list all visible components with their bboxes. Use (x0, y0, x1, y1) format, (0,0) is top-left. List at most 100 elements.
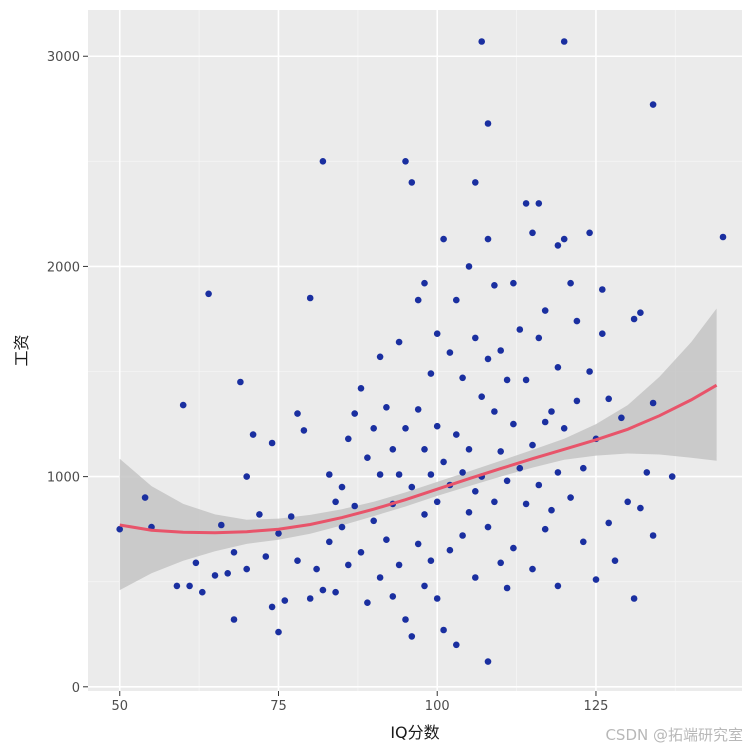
data-point (306, 595, 314, 602)
data-point (605, 395, 612, 403)
data-point (294, 557, 301, 564)
data-point (218, 521, 225, 529)
data-point (376, 574, 384, 581)
data-point (459, 532, 466, 539)
data-point (522, 500, 530, 508)
data-point (611, 557, 619, 564)
x-tick-label: 125 (584, 699, 609, 714)
data-point (630, 315, 638, 323)
data-point (586, 229, 593, 237)
data-point (548, 408, 555, 415)
data-point (541, 525, 549, 533)
data-point (357, 385, 365, 392)
y-tick-label: 1000 (47, 471, 80, 486)
data-point (580, 464, 587, 472)
data-point (287, 513, 295, 520)
data-point (535, 200, 543, 207)
data-point (484, 120, 492, 127)
data-point (433, 422, 441, 430)
data-point (268, 439, 276, 447)
data-point (630, 595, 638, 602)
data-point (433, 498, 441, 506)
data-point (668, 473, 676, 480)
data-point (503, 584, 511, 592)
data-point (408, 633, 416, 640)
x-axis-title: IQ分数 (390, 723, 439, 742)
data-point (529, 565, 536, 573)
data-point (522, 200, 530, 207)
data-point (599, 330, 606, 338)
data-point (484, 355, 492, 363)
data-point (535, 481, 543, 489)
data-point (249, 431, 257, 438)
data-point (306, 294, 314, 302)
data-point (554, 582, 562, 590)
data-point (624, 498, 631, 506)
data-point (427, 557, 435, 564)
data-point (497, 448, 505, 455)
data-point (472, 334, 479, 342)
data-point (459, 469, 466, 476)
data-point (395, 561, 403, 569)
data-point (338, 523, 346, 531)
data-point (332, 588, 339, 596)
data-point (649, 532, 657, 539)
data-point (332, 498, 339, 506)
data-point (402, 425, 409, 432)
data-point (345, 435, 352, 443)
data-point (586, 368, 593, 375)
data-point (453, 296, 460, 304)
data-point (275, 628, 282, 636)
data-point (370, 425, 378, 432)
data-point (560, 425, 568, 432)
data-point (395, 338, 403, 346)
data-point (491, 282, 498, 289)
data-point (230, 616, 238, 623)
data-point (338, 483, 346, 491)
data-point (592, 576, 600, 583)
data-point (643, 469, 651, 476)
data-point (414, 406, 422, 413)
data-point (446, 546, 454, 554)
data-point (580, 538, 587, 546)
data-point (402, 616, 409, 623)
smooth-curve (119, 383, 718, 535)
data-point (364, 599, 371, 606)
data-point (554, 242, 562, 249)
data-point (402, 158, 409, 165)
y-axis-title: 工资 (12, 334, 31, 366)
data-point (618, 414, 625, 422)
data-point (433, 330, 441, 338)
data-point (472, 179, 479, 186)
data-point (567, 494, 574, 501)
data-point (529, 441, 536, 449)
data-point (370, 517, 378, 525)
data-point (421, 446, 428, 453)
data-point (116, 525, 123, 533)
data-point (186, 582, 193, 590)
data-point (478, 393, 486, 401)
data-point (427, 471, 435, 478)
data-point (440, 458, 447, 466)
data-point (637, 309, 644, 317)
data-point (510, 544, 517, 552)
data-points (116, 38, 727, 665)
data-point (560, 235, 568, 243)
data-point (567, 279, 574, 287)
data-point (376, 471, 384, 478)
data-point (173, 582, 181, 590)
data-point (205, 290, 212, 298)
data-point (414, 296, 422, 304)
data-point (262, 553, 270, 560)
data-point (414, 540, 422, 548)
data-point (491, 408, 498, 415)
data-point (484, 523, 492, 531)
plot-panel (88, 10, 742, 691)
data-point (472, 574, 479, 581)
data-point (179, 401, 187, 409)
data-point (421, 279, 428, 287)
data-point (503, 477, 511, 485)
data-point (554, 364, 562, 371)
data-point (230, 549, 238, 556)
